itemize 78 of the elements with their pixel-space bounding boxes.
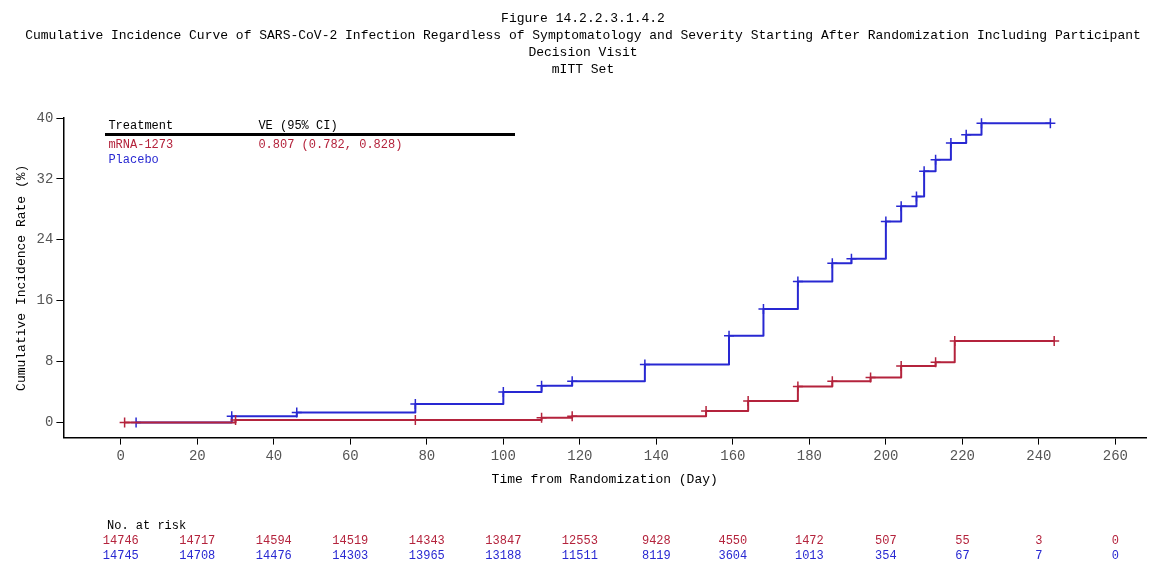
x-tick-label: 60: [341, 447, 359, 464]
x-tick-label: 80: [418, 447, 436, 464]
point: [910, 190, 923, 203]
x-tick-label: 180: [796, 447, 822, 464]
point: [792, 380, 804, 393]
text: 67: [955, 548, 970, 563]
text: 14746: [102, 533, 139, 548]
x-tick-label: 120: [567, 447, 593, 464]
text: 1013: [794, 548, 824, 563]
text: 13847: [485, 533, 522, 548]
text: 14717: [179, 533, 216, 548]
text: 12553: [561, 533, 598, 548]
y-tick-label: 32: [36, 170, 54, 187]
point: [535, 412, 548, 424]
x-tick-label: 0: [116, 447, 125, 464]
point: [864, 371, 877, 384]
point: [975, 118, 988, 130]
point: [895, 200, 907, 213]
text: mRNA-1273: [108, 138, 174, 153]
text: Placebo: [108, 153, 159, 168]
text: 11511: [561, 548, 598, 563]
text: 0: [1111, 548, 1119, 563]
point: [880, 215, 892, 228]
text: 3604: [718, 548, 748, 563]
point: [566, 375, 578, 388]
x-tick-label: 20: [188, 447, 206, 464]
point: [566, 410, 578, 423]
text: 3: [1035, 533, 1043, 548]
y-tick-label: 0: [45, 414, 54, 431]
point: [1044, 118, 1057, 130]
text: 8119: [641, 548, 671, 563]
text: 14594: [255, 533, 292, 548]
y-tick-label: 16: [36, 292, 54, 309]
text: 7: [1035, 548, 1043, 563]
text: 507: [875, 533, 897, 548]
text: 14303: [332, 548, 369, 563]
text: 0: [1111, 533, 1119, 548]
point: [929, 356, 942, 369]
text: 9428: [641, 533, 671, 548]
x-tick-label: 240: [1026, 447, 1052, 464]
point: [826, 257, 839, 270]
point: [929, 154, 942, 166]
text: 4550: [718, 533, 748, 548]
y-tick-label: 40: [36, 109, 54, 126]
annotation: VE (95% CI): [258, 119, 338, 134]
point: [118, 416, 131, 429]
chart-title: Figure 14.2.2.3.1.4.2: [500, 10, 666, 27]
x-tick-label: 200: [873, 447, 899, 464]
x-tick-label: 100: [490, 447, 516, 464]
point: [291, 406, 303, 419]
x-tick-label: 160: [720, 447, 746, 464]
point: [535, 380, 548, 392]
point: [845, 253, 858, 265]
text: No. at risk: [107, 518, 187, 533]
text: mITT Set: [550, 61, 616, 78]
x-tick-label: 220: [949, 447, 975, 464]
text: 1472: [794, 533, 824, 548]
point: [639, 358, 651, 371]
y-axis-title: Cumulative Incidence Rate (%): [14, 164, 30, 391]
text: 14745: [102, 548, 139, 563]
text: 13965: [408, 548, 445, 563]
text: 14519: [332, 533, 369, 548]
text: 14343: [408, 533, 445, 548]
y-tick-label: 24: [36, 231, 54, 248]
x-tick-label: 260: [1102, 447, 1129, 464]
text: 13188: [485, 548, 522, 563]
text: 55: [955, 533, 970, 548]
legend-title: Treatment: [108, 119, 174, 134]
annotation: 0.807 (0.782, 0.828): [258, 138, 403, 153]
x-tick-label: 140: [643, 447, 669, 464]
x-axis-title: Time from Randomization (Day): [491, 471, 718, 487]
y-tick-label: 8: [45, 353, 54, 370]
point: [792, 275, 804, 288]
text: 354: [875, 548, 897, 563]
x-tick-label: 40: [265, 447, 283, 464]
text: 14708: [179, 548, 216, 563]
point: [960, 128, 972, 141]
text: 14476: [255, 548, 292, 563]
